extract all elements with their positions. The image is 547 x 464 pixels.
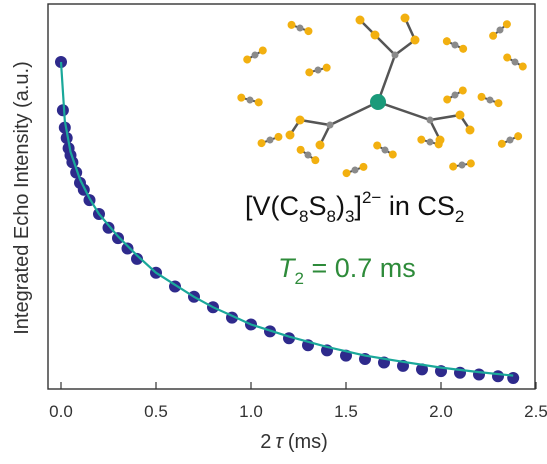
cs2-molecule [305,63,331,77]
molecule-inset [237,13,527,178]
x-tick-label: 2.5 [524,402,547,421]
x-tick-label: 1.0 [239,402,263,421]
data-point [492,370,504,383]
data-point [507,372,520,384]
cs2-molecule [489,20,511,40]
cs2-molecule [443,86,467,104]
plot-frame [47,3,536,390]
t2-annotation: T2 = 0.7 ms [278,253,416,288]
formula-annotation: [V(C8S8)3]2− in CS2 [245,188,464,226]
data-point [121,242,134,255]
cs2-molecule [257,132,283,148]
x-tick-label: 0.0 [49,402,73,421]
cs2-molecule [442,37,468,53]
data-point [112,232,124,245]
data-point [60,132,73,144]
cs2-molecule [503,53,527,71]
x-axis-label: 2 τ (ms) [260,431,328,453]
data-point [473,368,485,381]
data-point [416,363,428,376]
y-axis-label: Integrated Echo Intensity (a.u.) [11,61,33,335]
cs2-molecule [243,46,267,64]
cs2-molecule [296,145,320,165]
data-point [131,252,143,265]
vanadium-complex [285,13,475,150]
x-tick-label: 2.0 [429,402,453,421]
data-point [56,104,69,117]
data-point [102,221,115,234]
cs2-molecule [237,93,263,107]
cs2-molecule [497,132,523,148]
data-point [58,121,71,134]
x-axis-ticks: 0.0 0.5 1.0 1.5 2.0 2.5 [49,382,547,421]
fit-curve-layer [59,61,514,377]
cs2-molecule [342,162,368,178]
x-tick-label: 0.5 [144,402,168,421]
tau-symbol: τ [275,431,284,453]
cs2-molecule [477,92,503,108]
x-tick-label: 1.5 [334,402,358,421]
cs2-molecule [449,159,475,171]
fit-curve [59,61,514,377]
cs2-molecule [373,141,397,159]
cs2-molecule [287,20,313,36]
